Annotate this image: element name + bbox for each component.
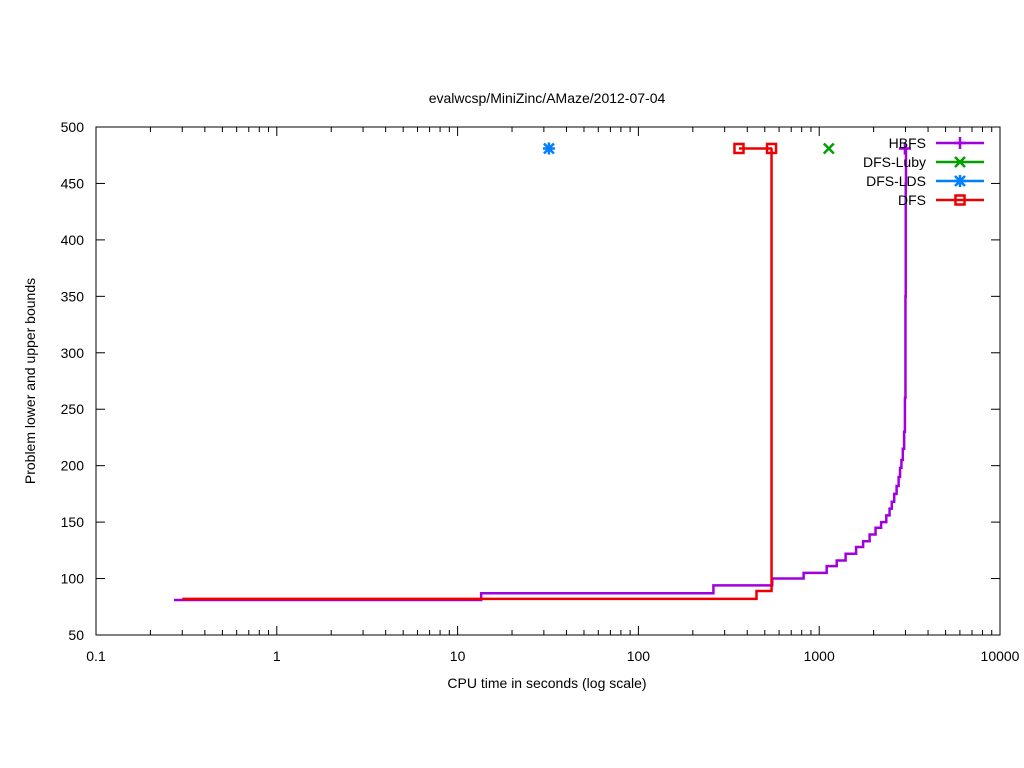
x-tick-label: 1 — [273, 648, 281, 664]
y-tick-label: 50 — [68, 627, 84, 643]
data-point-dfs-luby — [822, 142, 835, 155]
legend-label-dfs-lds: DFS-LDS — [866, 173, 926, 189]
axis-ticks: 50 100 150 200 250 300 350 400 450 500 0.1 1 10 100 10… — [61, 119, 1020, 664]
series-dfs-lds — [542, 142, 555, 155]
y-tick-label: 350 — [61, 288, 85, 304]
series-line-dfs — [182, 147, 773, 601]
legend-marker-dfs-luby — [954, 156, 966, 168]
y-tick-label: 300 — [61, 345, 85, 361]
data-point-hbfs — [898, 142, 911, 155]
y-tick-label: 250 — [61, 401, 85, 417]
x-tick-label: 10000 — [981, 648, 1020, 664]
x-tick-label: 10 — [450, 648, 466, 664]
series-dfs — [182, 142, 778, 601]
plot-area — [173, 142, 911, 602]
x-tick-label: 0.1 — [86, 648, 106, 664]
y-tick-label: 450 — [61, 175, 85, 191]
chart-title: evalwcsp/MiniZinc/AMaze/2012-07-04 — [429, 90, 666, 106]
series-hbfs — [173, 142, 911, 602]
y-tick-label: 100 — [61, 571, 85, 587]
legend-marker-dfs — [954, 194, 966, 206]
data-point-dfs-lds — [542, 142, 555, 155]
series-line-hbfs — [173, 148, 908, 602]
y-axis-label: Problem lower and upper bounds — [22, 278, 38, 484]
legend: HBFS DFS-Luby DFS-LDS DFS — [863, 135, 984, 208]
series-dfs-luby — [822, 142, 835, 155]
y-tick-label: 200 — [61, 458, 85, 474]
x-tick-label: 1000 — [804, 648, 835, 664]
x-axis-label: CPU time in seconds (log scale) — [447, 675, 646, 691]
legend-label-dfs: DFS — [898, 192, 926, 208]
legend-label-dfs-luby: DFS-Luby — [863, 154, 926, 170]
y-tick-label: 500 — [61, 119, 85, 135]
data-point-dfs — [765, 142, 778, 155]
legend-label-hbfs: HBFS — [889, 135, 926, 151]
plot-frame — [95, 126, 1001, 636]
legend-marker-hbfs — [954, 137, 966, 149]
y-tick-label: 150 — [61, 514, 85, 530]
data-point-dfs — [733, 142, 745, 155]
x-tick-label: 100 — [627, 648, 651, 664]
legend-marker-dfs-lds — [954, 175, 966, 187]
y-tick-label: 400 — [61, 232, 85, 248]
